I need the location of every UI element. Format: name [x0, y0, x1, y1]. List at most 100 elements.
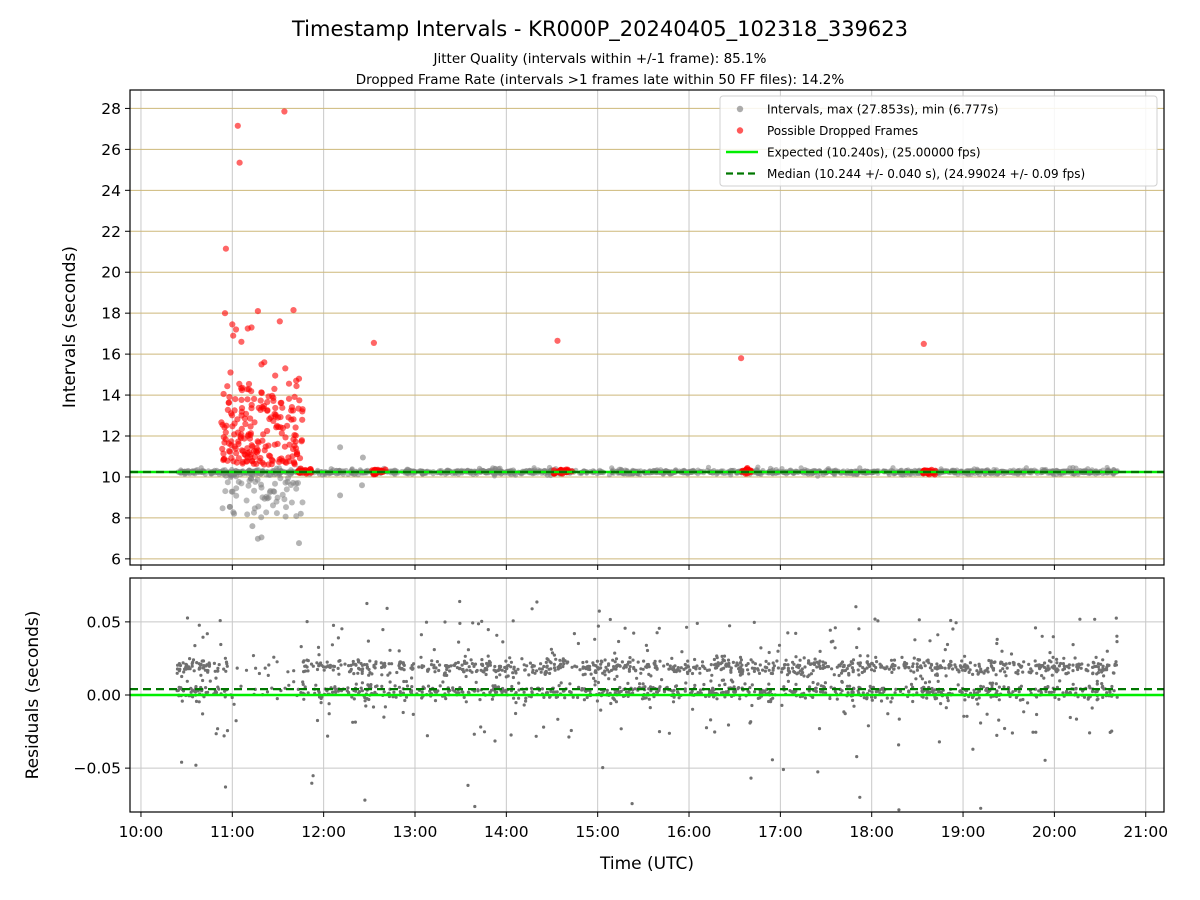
residual-point	[1042, 665, 1047, 670]
residual-point	[794, 655, 798, 659]
residual-point	[700, 660, 705, 664]
residual-point	[1096, 662, 1100, 666]
residual-point	[552, 653, 557, 657]
residual-point	[466, 690, 470, 694]
interval-point	[544, 472, 551, 478]
residual-point	[617, 639, 621, 644]
residual-point	[1092, 665, 1097, 669]
residual-point	[903, 660, 907, 665]
residual-point	[287, 683, 291, 687]
residual-point	[205, 632, 209, 636]
interval-point	[259, 494, 266, 501]
dropped-frame-point	[254, 308, 261, 315]
residual-point	[397, 649, 401, 653]
residual-point	[915, 662, 919, 666]
residual-point	[856, 661, 860, 665]
residual-point	[861, 691, 865, 695]
residual-point	[301, 680, 305, 684]
residual-point	[514, 701, 518, 705]
residual-point	[870, 690, 874, 694]
residual-point	[724, 663, 728, 668]
residual-point	[216, 685, 220, 689]
residual-point	[500, 668, 504, 672]
residual-point	[363, 798, 367, 802]
residual-point	[962, 714, 966, 718]
x-tick-label: 18:00	[849, 823, 894, 841]
residual-point	[394, 695, 398, 699]
residual-point	[546, 658, 550, 662]
interval-point	[293, 480, 300, 487]
residual-point	[608, 617, 612, 622]
residual-point	[473, 804, 477, 809]
residual-point	[626, 681, 630, 686]
residual-point	[892, 658, 897, 662]
residual-point	[286, 670, 290, 674]
residual-point	[744, 663, 748, 668]
residual-point	[326, 734, 330, 738]
interval-point	[279, 491, 286, 498]
residual-point	[976, 672, 980, 676]
residual-point	[551, 690, 556, 694]
residual-point	[693, 683, 697, 688]
residual-point	[694, 667, 698, 671]
residual-point	[347, 670, 352, 674]
residual-point	[204, 686, 208, 690]
residual-point	[445, 664, 449, 668]
residual-point	[542, 725, 546, 729]
residual-point	[811, 669, 815, 673]
dropped-frame-point	[260, 461, 268, 468]
residual-point	[601, 671, 605, 675]
residual-point	[178, 663, 183, 668]
residual-point	[987, 658, 991, 663]
residual-point	[1049, 690, 1053, 695]
residual-point	[522, 690, 526, 694]
residual-point	[919, 664, 923, 668]
residual-point	[605, 668, 610, 672]
residual-point	[200, 659, 204, 663]
residual-point	[422, 664, 426, 668]
dropped-frame-point	[273, 422, 281, 429]
residual-point	[851, 661, 855, 666]
residual-point	[463, 654, 467, 658]
residual-point	[627, 660, 631, 664]
dropped-frame-point	[267, 453, 274, 460]
residual-point	[488, 690, 492, 694]
residual-point	[207, 662, 212, 667]
residual-point	[930, 686, 934, 691]
dropped-frame-point	[293, 449, 300, 456]
residual-point	[915, 668, 920, 672]
residual-point	[522, 703, 526, 707]
interval-point	[231, 510, 238, 517]
residual-point	[392, 690, 396, 694]
residual-point	[763, 669, 768, 673]
residual-point	[985, 712, 989, 716]
residual-point	[442, 673, 446, 677]
residual-point	[1086, 663, 1090, 667]
residual-point	[375, 684, 379, 688]
residual-point	[613, 660, 617, 664]
residual-point	[607, 662, 611, 666]
residual-point	[193, 644, 197, 648]
residual-point	[785, 673, 790, 677]
interval-point	[249, 523, 256, 530]
residual-point	[576, 641, 581, 646]
residual-point	[438, 684, 442, 688]
residual-point	[738, 661, 743, 665]
residual-point	[585, 695, 589, 700]
residual-point	[897, 808, 901, 812]
dropped-frame-point	[224, 383, 231, 390]
residual-point	[904, 685, 908, 689]
residual-point	[232, 702, 236, 706]
dropped-frame-point	[238, 338, 245, 345]
residual-point	[367, 697, 371, 702]
residual-point	[757, 671, 762, 676]
residual-point	[535, 600, 539, 604]
residual-point	[750, 703, 754, 708]
residual-point	[767, 668, 771, 672]
residual-point	[582, 698, 587, 702]
residual-point	[472, 732, 476, 736]
residual-point	[676, 690, 680, 695]
interval-point	[226, 503, 233, 510]
residual-point	[571, 695, 575, 699]
residual-point	[557, 684, 561, 688]
